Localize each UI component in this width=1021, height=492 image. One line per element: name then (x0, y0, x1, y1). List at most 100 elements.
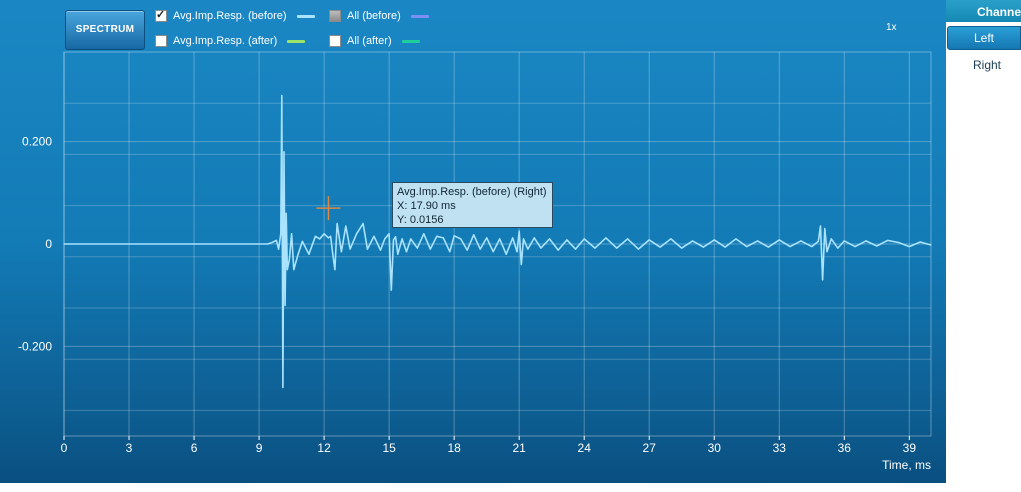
data-point (702, 246, 705, 248)
data-point (285, 212, 287, 214)
data-point (366, 248, 369, 250)
legend-swatch (401, 39, 420, 43)
data-point (527, 248, 529, 250)
impulse-response-chart[interactable]: 0 3 6 9 12 15 18 21 24 27 30 33 36 390.2000-0.200Time… (0, 0, 946, 483)
data-point (297, 253, 299, 255)
data-point (516, 251, 518, 253)
tooltip-y: Y: 0.0156 (397, 214, 444, 226)
data-point (436, 235, 438, 237)
data-point (379, 249, 382, 251)
x-tick-label: 36 (838, 441, 852, 455)
data-point (286, 269, 288, 271)
data-point (789, 245, 791, 248)
zoom-level[interactable]: 1x (886, 22, 897, 33)
data-point (512, 237, 514, 239)
legend-label: All (before) (347, 10, 401, 22)
data-point (637, 248, 639, 250)
channel-header: Channe (946, 0, 1021, 22)
data-point (800, 240, 802, 242)
y-tick-label: 0 (45, 237, 52, 251)
data-point (340, 251, 343, 253)
data-point (416, 247, 418, 249)
data-point (283, 151, 285, 153)
data-point (332, 253, 334, 255)
x-tick-label: 18 (447, 441, 461, 455)
data-point (449, 251, 451, 253)
data-point (275, 239, 278, 242)
data-point (574, 248, 577, 250)
data-point (308, 253, 310, 255)
series-line (64, 94, 932, 389)
data-point (473, 234, 475, 236)
data-point (327, 237, 330, 239)
data-point (384, 238, 386, 240)
data-point (522, 238, 525, 240)
data-point (605, 237, 607, 239)
checkbox-all-after[interactable] (329, 35, 341, 47)
checkbox-avg-after[interactable] (155, 35, 167, 47)
data-point (830, 238, 832, 240)
data-point (281, 94, 283, 97)
x-tick-label: 27 (643, 441, 657, 455)
data-point (919, 241, 921, 243)
data-point (897, 241, 900, 244)
legend-label: All (after) (347, 35, 392, 47)
data-point (390, 289, 392, 291)
data-point (479, 248, 481, 250)
legend-item-all-after[interactable]: All (after) (329, 34, 420, 48)
x-tick-label: 21 (512, 441, 526, 455)
legend-item-all-before[interactable]: All (before) (329, 9, 429, 23)
channel-right-button[interactable]: Right (973, 58, 1002, 72)
data-point (499, 238, 501, 240)
data-point (819, 225, 822, 227)
data-point (659, 246, 661, 248)
legend-item-avg-before[interactable]: Avg.Imp.Resp. (before) (155, 8, 315, 23)
channel-left-button[interactable]: Left (947, 26, 1021, 50)
data-point (362, 222, 364, 225)
data-point (520, 263, 522, 266)
data-point (548, 238, 551, 240)
x-tick-label: 33 (773, 441, 787, 455)
data-point (811, 245, 813, 248)
checkbox-all-before[interactable] (329, 10, 341, 22)
data-point (429, 248, 431, 250)
data-point (540, 247, 542, 249)
data-point (356, 233, 358, 235)
data-point (757, 240, 759, 242)
x-tick-label: 12 (317, 441, 331, 455)
x-tick-label: 24 (578, 441, 592, 455)
legend-label: Avg.Imp.Resp. (before) (173, 10, 287, 22)
data-point (691, 240, 694, 242)
data-point (334, 269, 336, 271)
data-point (336, 222, 338, 225)
data-point (837, 247, 839, 249)
legend-label: Avg.Imp.Resp. (after) (173, 35, 278, 47)
checkbox-avg-before[interactable] (155, 8, 167, 22)
data-point (854, 245, 856, 248)
data-point (557, 249, 559, 251)
data-point (277, 248, 280, 250)
data-point (442, 237, 444, 239)
data-point (778, 239, 780, 241)
legend-item-avg-after[interactable]: Avg.Imp.Resp. (after) (155, 34, 306, 48)
spectrum-button[interactable]: SPECTRUM (65, 10, 145, 50)
data-point (271, 241, 273, 244)
x-tick-label: 0 (61, 441, 68, 455)
data-point (533, 237, 535, 239)
data-point (566, 239, 568, 241)
x-axis-title: Time, ms (882, 458, 931, 472)
data-point (280, 233, 282, 235)
data-point (930, 244, 932, 246)
data-point (486, 237, 488, 239)
data-point (843, 240, 845, 242)
data-point (505, 253, 507, 255)
data-point (681, 247, 683, 249)
data-point (290, 233, 293, 235)
data-point (492, 251, 494, 253)
data-point (282, 386, 284, 388)
data-point (63, 243, 65, 245)
data-point (301, 240, 304, 243)
chart-panel: SPECTRUM Avg.Imp.Resp. (before) All (bef… (0, 0, 946, 483)
data-point (314, 235, 317, 237)
data-point (373, 235, 375, 237)
